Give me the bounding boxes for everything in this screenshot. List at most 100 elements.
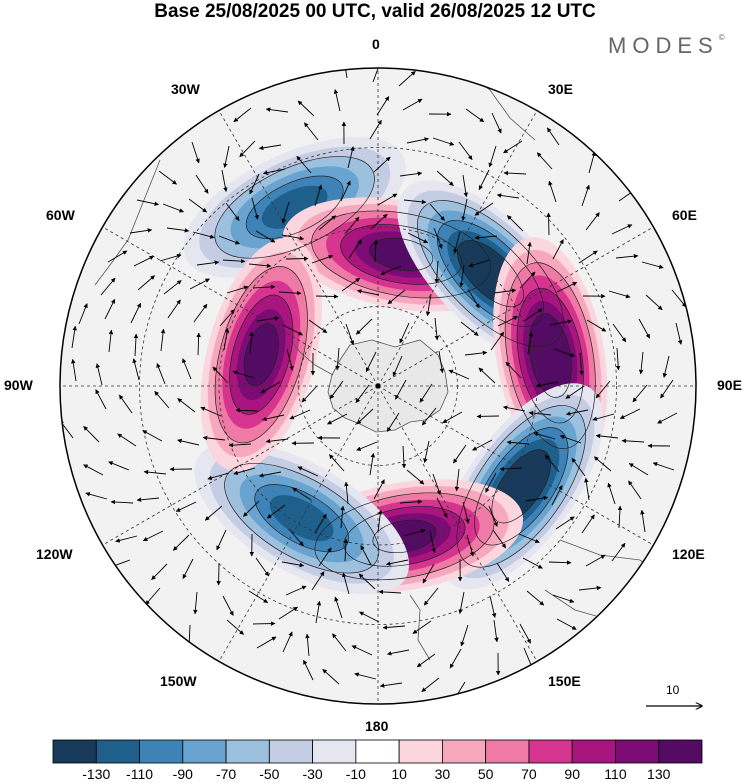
wind-vector xyxy=(503,170,527,176)
lon-label-150e: 150E xyxy=(548,673,581,689)
wind-vector xyxy=(373,479,385,500)
wind-vector xyxy=(252,284,276,290)
wind-vector xyxy=(467,288,480,309)
wind-vector xyxy=(195,174,209,194)
new-zealand-coastline xyxy=(409,594,431,661)
wind-vector xyxy=(584,477,590,501)
wind-vector xyxy=(354,672,377,680)
wind-vector xyxy=(288,528,304,546)
wind-vector xyxy=(478,367,496,384)
wind-vector xyxy=(399,171,423,177)
wind-vector xyxy=(158,170,177,185)
wind-vector xyxy=(193,591,198,615)
colorbar-tick-3: -70 xyxy=(216,766,236,782)
parallel-2 xyxy=(139,147,617,625)
wind-vector xyxy=(160,328,166,352)
wind-vector xyxy=(592,413,615,421)
lon-label-180: 180 xyxy=(365,718,389,734)
wind-vector xyxy=(406,469,425,485)
wind-vector xyxy=(282,324,303,336)
wind-vector xyxy=(453,444,467,464)
wind-vector xyxy=(95,363,103,386)
wind-vector xyxy=(249,173,260,195)
wind-vector xyxy=(608,290,631,299)
wind-vector xyxy=(256,636,277,649)
colorbar-tick-0: -130 xyxy=(82,766,110,782)
map-border xyxy=(59,67,697,705)
wind-vector xyxy=(436,170,454,186)
colorbar-bin-11 xyxy=(528,739,573,764)
wind-vector xyxy=(528,410,552,416)
colorbar-bin-1 xyxy=(95,739,140,764)
contour-pos-ross-4 xyxy=(343,506,466,567)
wind-vector xyxy=(526,241,532,265)
wind-vector xyxy=(340,180,351,202)
wind-vector xyxy=(348,239,362,259)
wind-vector xyxy=(533,431,556,440)
wind-vector xyxy=(132,358,140,381)
wind-vector xyxy=(343,68,348,79)
wind-vector xyxy=(104,298,116,320)
meridian-120 xyxy=(377,385,654,546)
colorbar-tick-10: 70 xyxy=(521,766,537,782)
wind-vector xyxy=(412,620,432,634)
wind-vector xyxy=(355,384,370,404)
wind-vector xyxy=(401,445,407,469)
wind-vector xyxy=(228,442,252,448)
wind-vector xyxy=(493,619,499,643)
wind-vector xyxy=(552,239,564,260)
wind-vector xyxy=(527,331,534,355)
wind-vector xyxy=(223,145,230,168)
wind-vector xyxy=(303,122,319,141)
wind-vector xyxy=(386,412,400,432)
wind-vector xyxy=(579,352,584,376)
wind-vector xyxy=(221,169,228,193)
wind-vector xyxy=(318,547,332,567)
wind-vector xyxy=(356,408,374,425)
wind-vector xyxy=(571,457,586,477)
wind-vector xyxy=(314,184,323,207)
wind-vector xyxy=(552,594,575,603)
wind-vector xyxy=(255,557,270,577)
colorbar-bin-0 xyxy=(52,739,97,764)
wind-vector xyxy=(399,499,423,504)
wind-vector xyxy=(263,168,286,175)
colorbar-bin-12 xyxy=(571,739,616,764)
wind-vector xyxy=(318,215,336,231)
wind-vector xyxy=(193,303,208,323)
wind-vector xyxy=(621,438,645,444)
lon-label-120w: 120W xyxy=(36,546,73,562)
colorbar-bin-2 xyxy=(139,739,184,764)
wind-vector xyxy=(548,560,572,565)
wind-vector xyxy=(645,294,663,311)
wind-vector xyxy=(611,224,633,235)
wind-vector xyxy=(429,530,436,553)
colorbar-tick-2: -90 xyxy=(173,766,193,782)
lon-label-90w: 90W xyxy=(4,377,33,393)
wind-vector xyxy=(578,585,602,591)
wind-vector xyxy=(345,323,355,346)
wind-vector xyxy=(402,98,423,111)
wind-vector xyxy=(615,347,621,371)
parallel-0 xyxy=(298,306,458,466)
wind-vector xyxy=(448,369,470,380)
wind-vector xyxy=(115,535,138,543)
contour-neg-amundsen-4 xyxy=(254,484,349,553)
wind-vector xyxy=(159,253,182,262)
wind-vector xyxy=(281,234,305,241)
wind-vector xyxy=(107,250,128,263)
wind-vector xyxy=(544,454,560,473)
wind-vector xyxy=(660,379,674,399)
wind-vector xyxy=(262,414,285,422)
wind-vector xyxy=(433,227,443,249)
wind-vector xyxy=(344,216,360,235)
wind-vector xyxy=(423,587,439,606)
wind-vector xyxy=(378,589,402,595)
wind-vector xyxy=(652,462,675,471)
wind-vector xyxy=(85,492,108,500)
wind-vector xyxy=(83,425,100,443)
wind-vector xyxy=(536,152,553,170)
wind-vector xyxy=(458,591,465,615)
wind-vector xyxy=(163,280,182,295)
